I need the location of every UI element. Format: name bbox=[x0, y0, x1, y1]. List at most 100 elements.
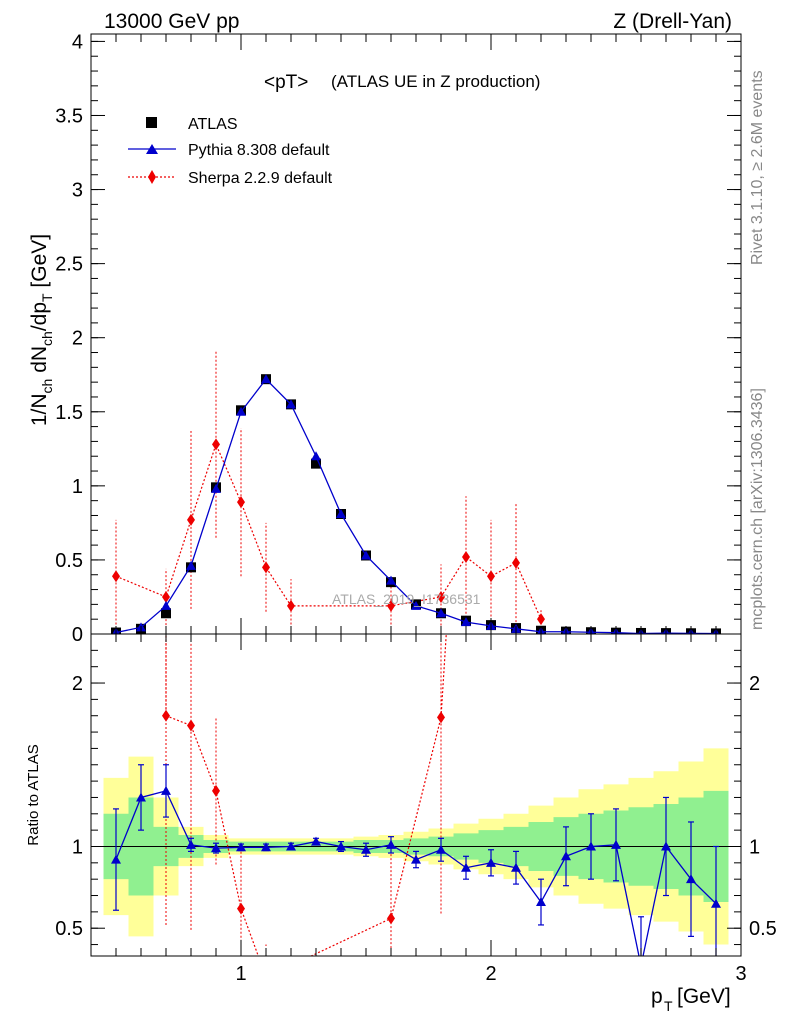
sherpa-ratio-point bbox=[212, 784, 220, 797]
pythia-ratio-point bbox=[161, 785, 171, 795]
x-axis-label: p T [GeV] bbox=[651, 985, 731, 1014]
main-y-tick-label: 3.5 bbox=[55, 105, 83, 127]
sherpa-point bbox=[262, 561, 270, 574]
x-tick-label: 3 bbox=[735, 963, 746, 985]
pythia-ratio-point bbox=[136, 792, 146, 802]
sherpa-ratio-point bbox=[237, 902, 245, 915]
x-axis-label-sub: T bbox=[664, 998, 673, 1014]
legend-marker-atlas bbox=[146, 117, 157, 128]
pythia-point bbox=[436, 608, 446, 618]
sherpa-point bbox=[162, 590, 170, 603]
x-axis-label-unit: [GeV] bbox=[677, 985, 731, 1008]
sherpa-point bbox=[387, 599, 395, 612]
pythia-point bbox=[461, 617, 471, 627]
pythia-ratio-point bbox=[486, 857, 496, 867]
watermark: ATLAS_2019_I1736531 bbox=[332, 591, 481, 607]
pythia-ratio-point bbox=[111, 854, 121, 864]
legend: ATLAS Pythia 8.308 default Sherpa 2.2.9 … bbox=[128, 116, 333, 187]
pythia-ratio-point bbox=[511, 862, 521, 872]
x-axis-label-main: p bbox=[651, 985, 663, 1008]
pythia-ratio-point bbox=[586, 841, 596, 851]
ratio-y-tick-label-right: 0.5 bbox=[749, 918, 777, 940]
main-y-tick-label: 1 bbox=[72, 476, 83, 498]
chart-title-sub: (ATLAS UE in Z production) bbox=[331, 72, 540, 91]
pythia-point bbox=[236, 406, 246, 416]
pythia-ratio-point bbox=[611, 839, 621, 849]
ratio-y-axis-label: Ratio to ATLAS bbox=[25, 744, 42, 845]
sherpa-ratio-line bbox=[165, 634, 447, 956]
ratio-y-tick-label-right: 1 bbox=[749, 836, 760, 858]
legend-label-atlas: ATLAS bbox=[188, 116, 238, 133]
pythia-point bbox=[386, 575, 396, 585]
ratio-panel: 1 2 3 0.5 0.5 1 1 2 2 bbox=[55, 633, 777, 985]
sherpa-point bbox=[287, 599, 295, 612]
main-y-tick-label: 2.5 bbox=[55, 254, 83, 276]
main-y-tick-label: 3 bbox=[72, 180, 83, 202]
pythia-ratio-point bbox=[636, 961, 646, 970]
pythia-ratio-point bbox=[436, 844, 446, 854]
main-y-tick-label: 1.5 bbox=[55, 402, 83, 424]
y-axis-label: 1/Nch dNch/dpT [GeV] bbox=[28, 234, 55, 426]
sherpa-point bbox=[487, 570, 495, 583]
x-tick-label: 1 bbox=[235, 963, 246, 985]
sherpa-point bbox=[187, 513, 195, 526]
pythia-ratio-point bbox=[536, 897, 546, 907]
ratio-y-tick-label: 1 bbox=[72, 836, 83, 858]
legend-label-pythia: Pythia 8.308 default bbox=[188, 142, 330, 159]
main-y-tick-label: 2 bbox=[72, 328, 83, 350]
main-y-tick-label: 0.5 bbox=[55, 550, 83, 572]
ratio-y-tick-label: 0.5 bbox=[55, 918, 83, 940]
pythia-ratio-point bbox=[261, 842, 271, 852]
pythia-ratio-point bbox=[461, 862, 471, 872]
sherpa-point bbox=[112, 570, 120, 583]
atlas-point bbox=[161, 608, 171, 619]
sherpa-ratio-point bbox=[437, 711, 445, 724]
rivet-label: Rivet 3.1.10, ≥ 2.6M events bbox=[749, 70, 766, 265]
sherpa-point bbox=[512, 556, 520, 569]
pythia-ratio-point bbox=[286, 841, 296, 851]
pythia-ratio-point bbox=[561, 851, 571, 861]
header-right: Z (Drell-Yan) bbox=[613, 10, 732, 33]
pythia-ratio-point bbox=[186, 839, 196, 849]
ratio-y-tick-label-right: 2 bbox=[749, 673, 760, 695]
ratio-y-tick-label: 2 bbox=[72, 673, 83, 695]
sherpa-point bbox=[212, 438, 220, 451]
sherpa-ratio-point bbox=[262, 971, 270, 983]
pythia-point bbox=[361, 550, 371, 560]
pythia-ratio-point bbox=[411, 854, 421, 864]
sherpa-point bbox=[462, 550, 470, 563]
chart-title-main: <pT> bbox=[264, 72, 308, 93]
sherpa-point bbox=[537, 613, 545, 626]
header-left: 13000 GeV pp bbox=[104, 10, 239, 33]
sherpa-ratio-point bbox=[162, 709, 170, 722]
sherpa-ratio-point bbox=[387, 912, 395, 925]
svg-text:1/Nch dNch/dpT [GeV]: 1/Nch dNch/dpT [GeV] bbox=[28, 234, 55, 426]
atlas-point bbox=[311, 458, 321, 469]
pythia-ratio-point bbox=[711, 898, 721, 908]
pythia-point bbox=[336, 509, 346, 518]
pythia-ratio-point bbox=[336, 841, 346, 851]
main-panel: 0 0.5 1 1.5 2 2.5 3 3.5 4 bbox=[55, 31, 742, 646]
legend-marker-pythia bbox=[146, 144, 158, 154]
pythia-ratio-point bbox=[311, 836, 321, 846]
pythia-point bbox=[286, 399, 296, 409]
x-tick-label: 2 bbox=[485, 963, 496, 985]
legend-label-sherpa: Sherpa 2.2.9 default bbox=[188, 170, 333, 187]
pythia-point bbox=[311, 451, 321, 461]
pythia-ratio-point bbox=[361, 844, 371, 854]
pythia-ratio-point bbox=[661, 841, 671, 851]
pythia-ratio-point bbox=[211, 843, 221, 853]
pythia-ratio-point bbox=[386, 839, 396, 849]
pythia-point bbox=[211, 483, 221, 493]
pythia-ratio-point bbox=[236, 842, 246, 852]
pythia-point bbox=[186, 560, 196, 570]
pythia-ratio-point bbox=[686, 874, 696, 884]
pythia-point bbox=[161, 600, 171, 610]
main-y-tick-label: 4 bbox=[72, 31, 83, 53]
mcplots-label: mcplots.cern.ch [arXiv:1306.3436] bbox=[749, 388, 766, 630]
sherpa-point bbox=[237, 496, 245, 509]
pythia-point bbox=[411, 600, 421, 610]
sherpa-point bbox=[437, 590, 445, 603]
legend-marker-sherpa bbox=[148, 170, 156, 184]
